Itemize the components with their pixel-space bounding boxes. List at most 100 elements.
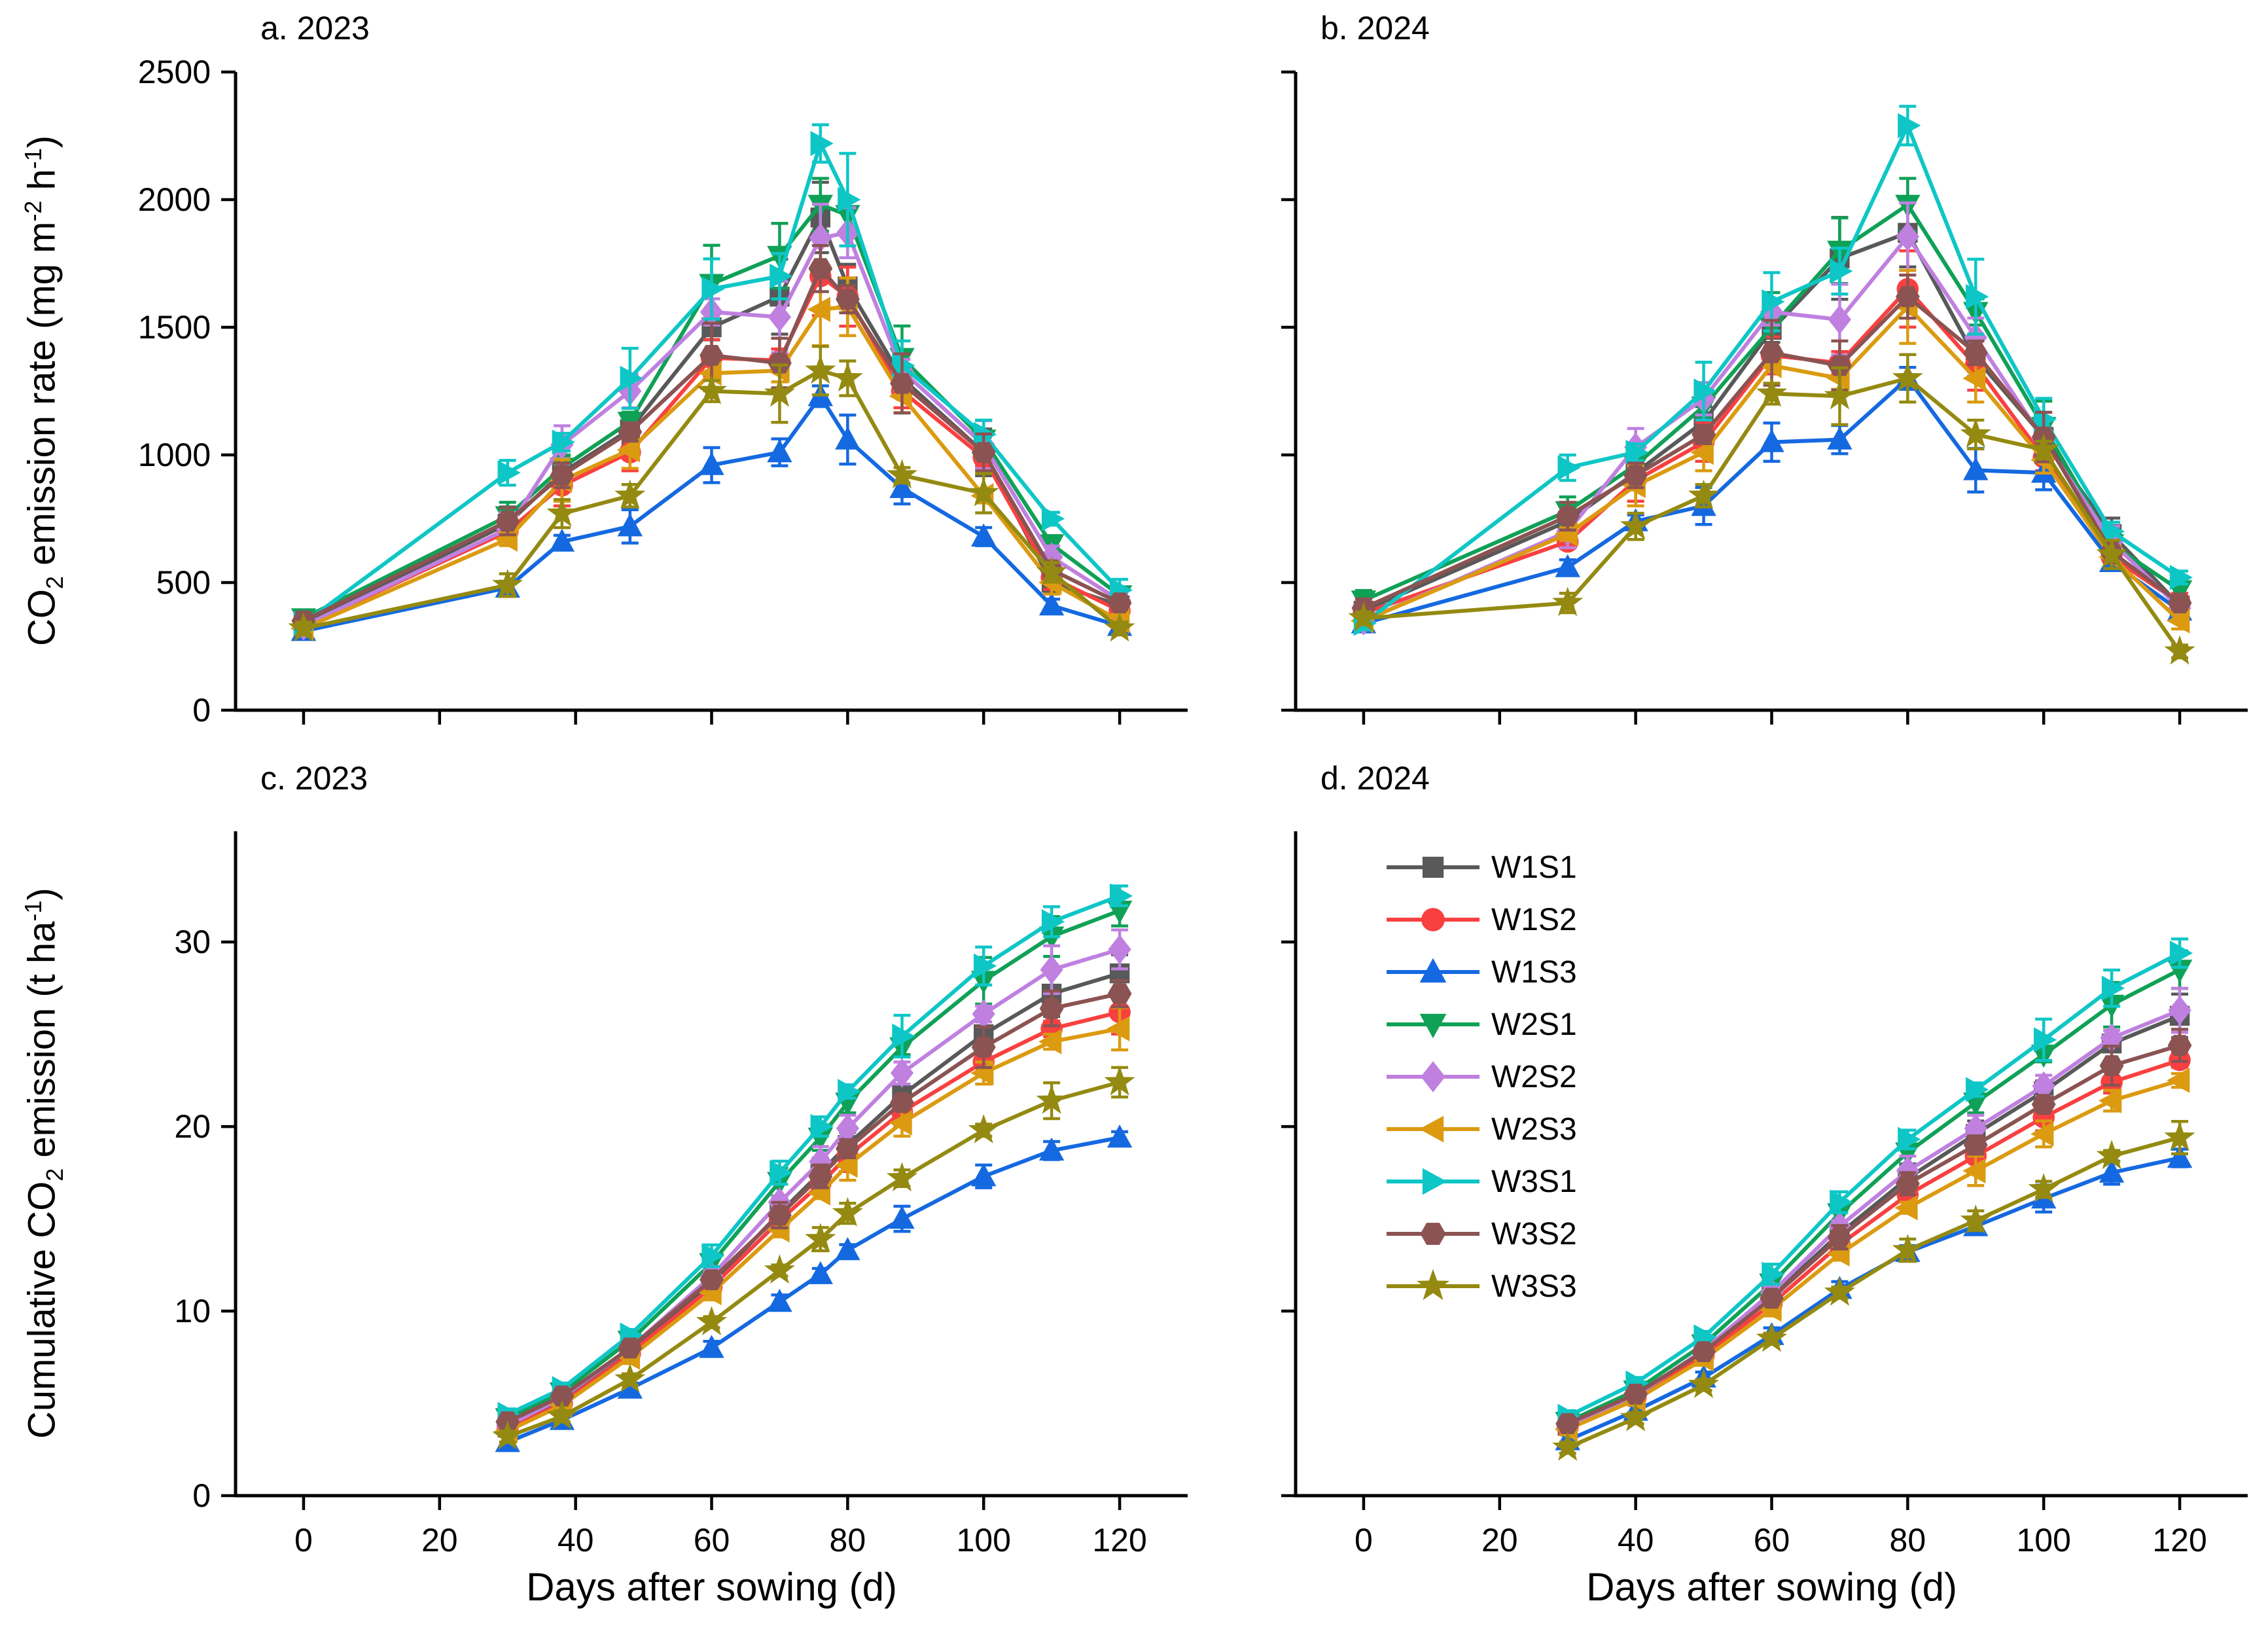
ticks-d: [1281, 940, 2182, 1510]
panel-d-title: d. 2024: [1320, 760, 1430, 797]
ytick-label-c-0: 0: [192, 1477, 211, 1514]
series-W3S2-panel-d: [1555, 1028, 2192, 1434]
legend-marker-W1S3-icon: [1387, 958, 1480, 983]
ytick-label-a-2000: 2000: [138, 181, 211, 218]
y-axis-label-cumulative: Cumulative CO2 emission (t ha-1): [20, 888, 68, 1439]
legend-item-W1S1: W1S1: [1384, 846, 1577, 889]
ticks-a: [221, 70, 1122, 725]
legend-label-W2S3: W2S3: [1491, 1111, 1577, 1147]
legend-label-W1S2: W1S2: [1491, 902, 1577, 937]
line-W2S3-panel-d: [1565, 1078, 2182, 1432]
legend-label-W2S1: W2S1: [1491, 1007, 1577, 1042]
line-W3S2-panel-d: [1565, 1043, 2182, 1426]
legend-label-W1S1: W1S1: [1491, 850, 1577, 885]
series-W3S3-panel-d: [1552, 1119, 2195, 1461]
xtick-label-c-40: 40: [558, 1522, 594, 1558]
legend-item-W1S2: W1S2: [1384, 898, 1577, 941]
xtick-label-c-80: 80: [830, 1522, 866, 1558]
xtick-label-c-20: 20: [421, 1522, 458, 1558]
line-W3S3-panel-d: [1565, 1136, 2182, 1450]
ytick-label-c-10: 10: [174, 1293, 211, 1329]
legend-item-W3S2: W3S2: [1384, 1212, 1577, 1255]
line-W1S2-panel-c: [505, 1010, 1122, 1432]
line-W2S3-panel-a: [301, 304, 1122, 631]
xtick-label-d-60: 60: [1754, 1522, 1790, 1558]
ytick-label-c-30: 30: [174, 924, 211, 960]
xtick-label-d-100: 100: [2016, 1522, 2070, 1558]
panel-b-title: b. 2024: [1320, 10, 1430, 46]
xtick-label-d-120: 120: [2152, 1522, 2206, 1558]
line-W3S1-panel-d: [1565, 951, 2182, 1418]
markers-W3S3-panel-a: [288, 354, 1135, 642]
line-W3S3-panel-a: [301, 369, 1122, 631]
markers-W3S3-panel-d: [1552, 1121, 2195, 1461]
series-W1S3-panel-d: [1555, 1145, 2193, 1450]
ticks-b: [1281, 70, 2182, 725]
xtick-label-d-40: 40: [1618, 1522, 1654, 1558]
tick-labels-c: 0 20 40 60 80 100 120 0 10 20 30: [174, 924, 1146, 1558]
ytick-label-a-1500: 1500: [138, 309, 211, 346]
xtick-label-c-0: 0: [294, 1522, 313, 1558]
series-W3S2-panel-c: [495, 979, 1132, 1433]
legend-item-W3S3: W3S3: [1384, 1265, 1577, 1308]
markers-W1S3-panel-a: [291, 383, 1133, 641]
error-bars-W2S1-panel-d: [1559, 949, 2189, 1429]
legend-marker-W2S2-icon: [1387, 1061, 1480, 1092]
legend-item-W2S3: W2S3: [1384, 1108, 1577, 1151]
legend-label-W3S3: W3S3: [1491, 1269, 1577, 1304]
markers-W3S3-panel-c: [492, 1066, 1135, 1450]
panel-b: [1281, 70, 2248, 725]
legend-marker-W3S2-icon: [1387, 1223, 1480, 1245]
legend-label-W1S3: W1S3: [1491, 954, 1577, 990]
line-W2S2-panel-a: [301, 230, 1122, 628]
tick-labels-a: 0 500 1000 1500 2000 2500: [138, 54, 211, 729]
legend-label-W2S2: W2S2: [1491, 1059, 1577, 1094]
error-bars-W2S2-panel-b: [1355, 201, 2189, 629]
x-axis-label-left: Days after sowing (d): [526, 1565, 897, 1609]
panel-a: 0 500 1000 1500 2000 2500: [138, 54, 1188, 729]
line-W1S2-panel-d: [1565, 1058, 2182, 1430]
line-W2S1-panel-d: [1565, 967, 2182, 1424]
error-bars-W1S3-panel-a: [294, 384, 1129, 639]
series-W3S3-panel-c: [492, 1066, 1135, 1450]
series-W3S1-panel-b: [1353, 105, 2193, 636]
error-bars-W3S2-panel-c: [499, 979, 1129, 1429]
series-W3S3-panel-a: [288, 345, 1135, 642]
legend-marker-W3S3-icon: [1387, 1269, 1480, 1301]
panel-d: 0 20 40 60 80 100 120: [1281, 831, 2248, 1558]
y-axis-label-emission-rate: CO2 emission rate (mg m-2 h-1): [20, 135, 68, 647]
ytick-label-a-0: 0: [192, 692, 211, 729]
ytick-label-a-2500: 2500: [138, 54, 211, 90]
line-W1S3-panel-b: [1361, 376, 2182, 626]
x-axis-label-right: Days after sowing (d): [1586, 1565, 1957, 1609]
ytick-label-c-20: 20: [174, 1108, 211, 1145]
ytick-label-a-1000: 1000: [138, 437, 211, 473]
panel-a-title: a. 2023: [260, 10, 370, 46]
legend-marker-W2S1-icon: [1387, 1013, 1480, 1039]
legend-item-W3S1: W3S1: [1384, 1160, 1577, 1203]
xtick-label-d-80: 80: [1890, 1522, 1926, 1558]
xtick-label-c-60: 60: [694, 1522, 730, 1558]
legend-label-W3S1: W3S1: [1491, 1164, 1577, 1199]
series-W1S3-panel-a: [291, 383, 1133, 641]
series-W3S2-panel-a: [291, 243, 1132, 632]
ticks-c: [221, 940, 1122, 1510]
error-bars-W3S1-panel-c: [499, 884, 1129, 1422]
xtick-label-d-0: 0: [1355, 1522, 1373, 1558]
ytick-label-a-500: 500: [156, 564, 211, 601]
legend-item-W2S2: W2S2: [1384, 1055, 1577, 1098]
xtick-label-c-120: 120: [1092, 1522, 1146, 1558]
series-W2S1-panel-d: [1555, 949, 2193, 1435]
legend-marker-W1S2-icon: [1387, 908, 1480, 931]
panel-c-title: c. 2023: [260, 760, 368, 797]
line-W3S1-panel-c: [505, 893, 1122, 1416]
xtick-label-c-100: 100: [956, 1522, 1010, 1558]
series-W3S3-panel-b: [1348, 353, 2195, 665]
legend-item-W1S3: W1S3: [1384, 950, 1577, 994]
xtick-label-d-20: 20: [1481, 1522, 1518, 1558]
panel-c: 0 20 40 60 80 100 120 0 10 20 30: [174, 831, 1188, 1558]
line-W3S3-panel-b: [1361, 376, 2182, 654]
legend-marker-W2S3-icon: [1387, 1115, 1480, 1143]
legend-marker-W3S1-icon: [1387, 1168, 1480, 1195]
